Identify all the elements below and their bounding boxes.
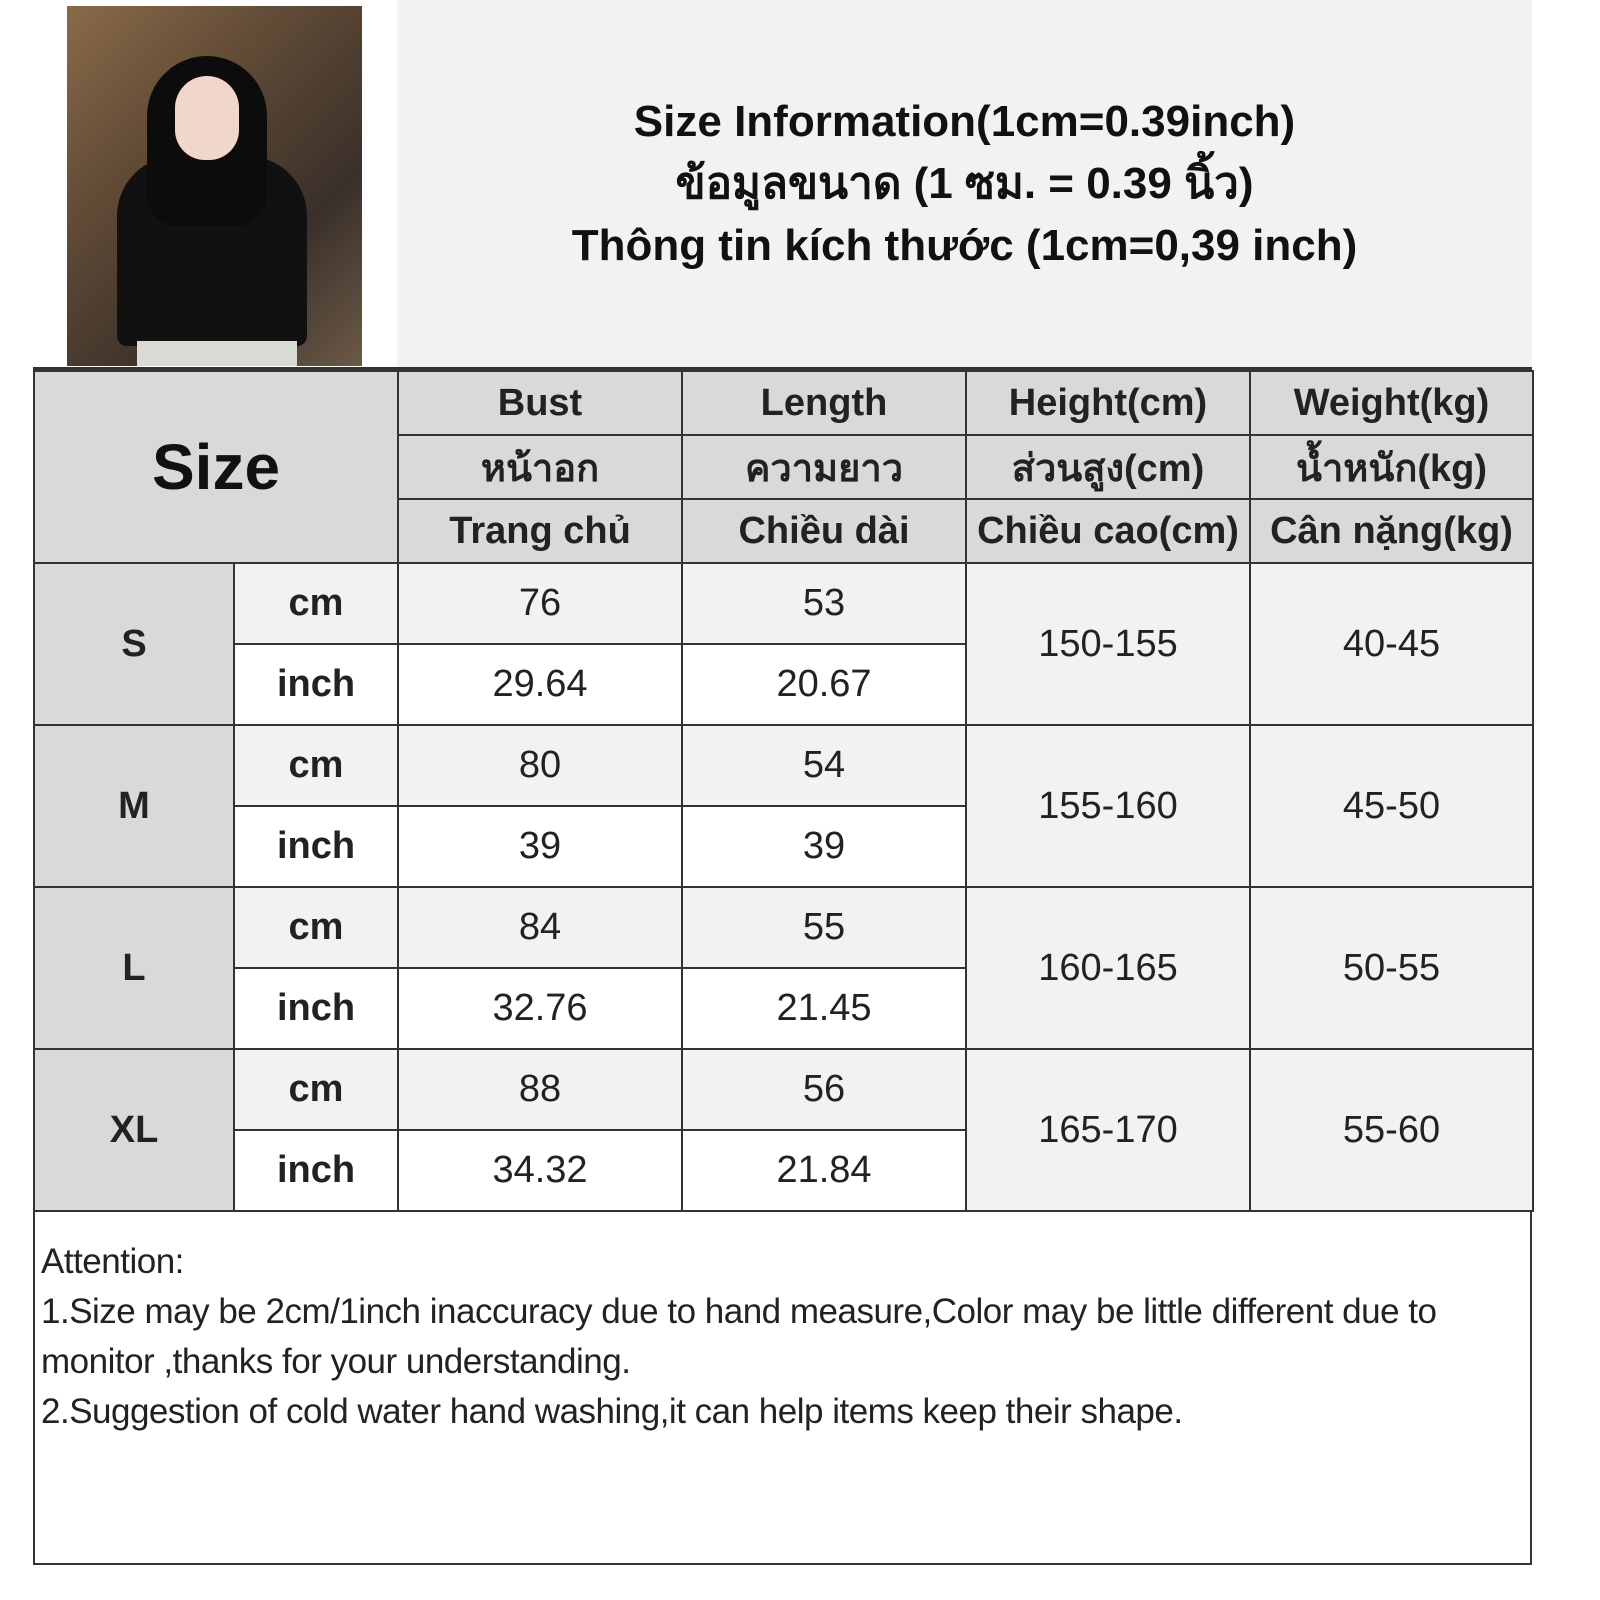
note-item: 1.Size may be 2cm/1inch inaccuracy due t… [41,1292,1437,1381]
table-row: S cm 76 53 150-155 40-45 [33,562,1534,726]
header-bust-en: Bust [397,370,683,436]
length-inch: 39 [681,805,967,888]
table-row: XL cm 88 56 165-170 55-60 [33,1048,1534,1212]
table-row: inch 34.32 21.84 [34,1129,1533,1212]
height-range: 165-170 [965,1048,1251,1212]
length-inch: 21.45 [681,967,967,1050]
title-th: ข้อมูลขนาด (1 ซม. = 0.39 นิ้ว) [675,158,1254,208]
length-cm: 55 [681,886,967,969]
header-length-en: Length [681,370,967,436]
height-range: 150-155 [965,562,1251,726]
size-table: Size Bust Length Height(cm) Weight(kg) ห… [33,370,1534,1212]
attention-notes: Attention: 1.Size may be 2cm/1inch inacc… [33,1231,1532,1565]
weight-range: 45-50 [1249,724,1534,888]
notes-heading: Attention: [41,1242,184,1281]
product-photo-cell [33,0,399,367]
length-inch: 20.67 [681,643,967,726]
product-photo [67,6,362,366]
unit-inch: inch [233,967,399,1050]
header-weight-vi: Cân nặng(kg) [1249,498,1534,564]
bust-inch: 29.64 [397,643,683,726]
size-header: Size [33,370,399,564]
table-row: L cm 84 55 160-165 50-55 [33,886,1534,1050]
table-row: inch 29.64 20.67 [34,643,1533,726]
size-label: S [33,562,235,726]
header-weight-en: Weight(kg) [1249,370,1534,436]
size-label: L [33,886,235,1050]
unit-inch: inch [233,643,399,726]
weight-range: 40-45 [1249,562,1534,726]
header-height-en: Height(cm) [965,370,1251,436]
unit-cm: cm [233,562,399,645]
note-item: 2.Suggestion of cold water hand washing,… [41,1392,1183,1431]
unit-inch: inch [233,1129,399,1212]
header-height-vi: Chiều cao(cm) [965,498,1251,564]
header-height-th: ส่วนสูง(cm) [965,434,1251,500]
table-row: M cm 80 54 155-160 45-50 [33,724,1534,888]
height-range: 155-160 [965,724,1251,888]
header-length-th: ความยาว [681,434,967,500]
header-weight-th: น้ำหนัก(kg) [1249,434,1534,500]
header-length-vi: Chiều dài [681,498,967,564]
weight-range: 50-55 [1249,886,1534,1050]
bust-inch: 34.32 [397,1129,683,1212]
bust-cm: 88 [397,1048,683,1131]
length-inch: 21.84 [681,1129,967,1212]
length-cm: 54 [681,724,967,807]
weight-range: 55-60 [1249,1048,1534,1212]
title-vi: Thông tin kích thước (1cm=0,39 inch) [571,220,1358,270]
bust-inch: 32.76 [397,967,683,1050]
height-range: 160-165 [965,886,1251,1050]
bust-inch: 39 [397,805,683,888]
table-row: inch 39 39 [34,805,1533,888]
length-cm: 53 [681,562,967,645]
bust-cm: 84 [397,886,683,969]
header-bust-vi: Trang chủ [397,498,683,564]
size-label: XL [33,1048,235,1212]
unit-cm: cm [233,724,399,807]
title: Size Information(1cm=0.39inch) ข้อมูลขนา… [397,0,1532,367]
table-row: inch 32.76 21.45 [34,967,1533,1050]
unit-cm: cm [233,886,399,969]
title-en: Size Information(1cm=0.39inch) [633,96,1296,146]
unit-inch: inch [233,805,399,888]
unit-cm: cm [233,1048,399,1131]
chart-header: Size Information(1cm=0.39inch) ข้อมูลขนา… [33,0,1532,370]
length-cm: 56 [681,1048,967,1131]
bust-cm: 76 [397,562,683,645]
bust-cm: 80 [397,724,683,807]
header-bust-th: หน้าอก [397,434,683,500]
size-label: M [33,724,235,888]
